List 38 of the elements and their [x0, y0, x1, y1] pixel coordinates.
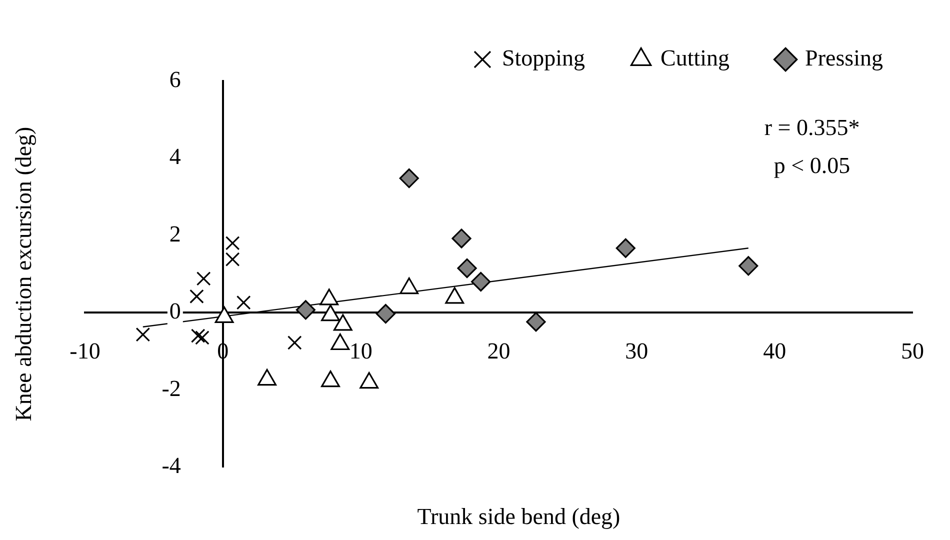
x-tick-label: -10 — [70, 338, 100, 364]
point — [296, 300, 316, 320]
point — [190, 289, 204, 304]
x-tick-label: 20 — [487, 338, 510, 364]
x-tick-label: 50 — [901, 338, 924, 364]
annotation: p < 0.05 — [774, 153, 850, 178]
x-tick-label: 30 — [625, 338, 648, 364]
y-tick-label: 2 — [169, 221, 181, 246]
point — [738, 256, 758, 276]
point — [195, 330, 210, 345]
point — [287, 336, 302, 350]
point — [360, 372, 379, 389]
point — [196, 271, 211, 286]
point — [376, 304, 396, 324]
legend-label: Cutting — [660, 46, 730, 71]
legend-label: Pressing — [805, 46, 884, 71]
point — [616, 238, 636, 258]
y-tick-label: 4 — [169, 144, 182, 170]
y-tick-label: 0 — [169, 298, 181, 324]
y-tick-label: 6 — [169, 67, 181, 92]
legend-label: Stopping — [502, 46, 586, 71]
y-tick-label: -4 — [162, 453, 182, 478]
annotation: r = 0.355* — [764, 115, 860, 140]
point — [399, 168, 419, 188]
x-tick-label: 10 — [349, 338, 372, 364]
point — [236, 295, 251, 310]
x-axis-title: Trunk side bend (deg) — [417, 504, 620, 530]
point — [136, 327, 150, 342]
point — [321, 370, 340, 388]
point — [457, 258, 477, 278]
point — [452, 228, 472, 248]
y-axis-title: Knee abduction excursion (deg) — [11, 126, 36, 422]
y-tick-label: -2 — [162, 376, 181, 401]
point — [258, 368, 277, 386]
x-tick-label: 40 — [763, 338, 786, 364]
point — [190, 328, 206, 343]
point — [471, 272, 491, 292]
point — [526, 312, 546, 332]
